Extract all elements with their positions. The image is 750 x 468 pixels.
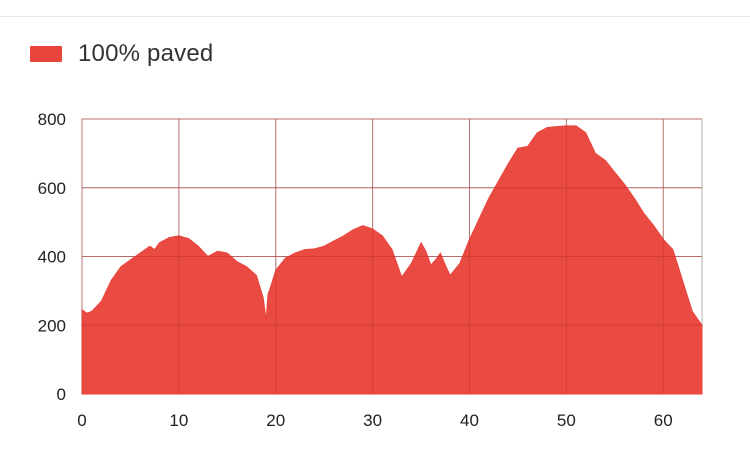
legend-swatch bbox=[30, 46, 62, 62]
y-tick-label: 200 bbox=[38, 316, 66, 335]
legend-label: 100% paved bbox=[78, 40, 214, 67]
y-tick-label: 400 bbox=[38, 248, 66, 267]
elevation-area bbox=[81, 125, 703, 395]
top-divider bbox=[0, 16, 750, 17]
x-tick-label: 40 bbox=[460, 411, 479, 430]
y-tick-label: 0 bbox=[57, 385, 66, 404]
y-tick-label: 600 bbox=[38, 179, 66, 198]
legend[interactable]: 100% paved bbox=[30, 40, 213, 68]
x-tick-label: 10 bbox=[169, 411, 188, 430]
x-tick-label: 0 bbox=[77, 411, 86, 430]
x-tick-label: 60 bbox=[654, 411, 673, 430]
x-tick-label: 30 bbox=[363, 411, 382, 430]
x-tick-label: 50 bbox=[557, 411, 576, 430]
x-tick-label: 20 bbox=[266, 411, 285, 430]
y-tick-label: 800 bbox=[38, 110, 66, 129]
